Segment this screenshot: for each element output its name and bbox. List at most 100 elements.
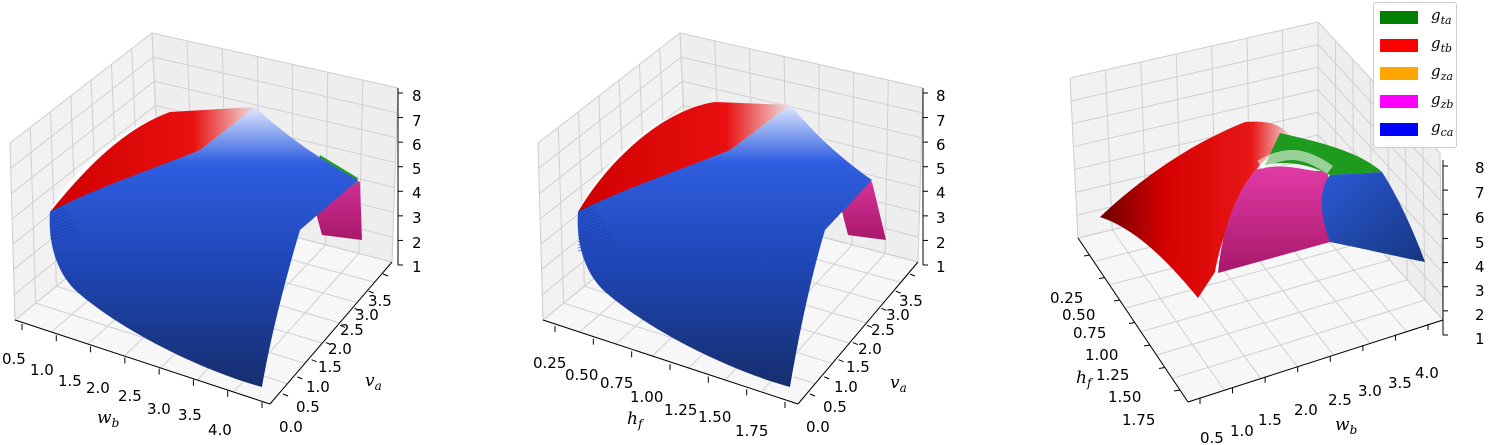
panel2-y-label: va	[890, 373, 907, 395]
panel1-z-tick: 6	[412, 136, 422, 154]
surface-region-ca	[1321, 172, 1425, 262]
panel1-x-tick: 3.0	[147, 400, 171, 418]
panel2-z-tick: 4	[936, 184, 946, 202]
panel1-y-tick: 0.0	[279, 418, 303, 436]
surface-region-tb	[1100, 121, 1290, 298]
panel3-z-tick: 3	[1475, 282, 1485, 300]
tick-mark	[1098, 277, 1106, 279]
panel3-x-label: hf	[1076, 368, 1094, 390]
surface-band	[49, 210, 68, 219]
panel1-x-tick: 1.0	[30, 361, 54, 379]
panel2-z-tick: 8	[936, 87, 946, 105]
surface-band	[577, 206, 596, 216]
panel2-z-tick: 7	[936, 112, 946, 130]
panel3-x-tick: 1.75	[1122, 411, 1155, 429]
surface-band	[577, 203, 595, 213]
tick-mark	[368, 290, 374, 294]
surface-band	[577, 221, 604, 231]
surface-band	[577, 209, 598, 219]
tick-mark	[311, 359, 317, 363]
legend-swatch	[1380, 11, 1418, 24]
legend-item-ta: gta	[1380, 5, 1456, 27]
gridline	[884, 80, 889, 254]
surface-band	[577, 215, 601, 225]
panel2-x-tick: 1.00	[630, 388, 663, 406]
y-axis-line	[1187, 319, 1444, 403]
surface-band	[577, 239, 613, 249]
panel2-x-tick: 0.50	[565, 366, 598, 384]
tick-mark	[838, 359, 844, 363]
tick-mark	[297, 376, 303, 380]
legend-label: gzb	[1431, 90, 1454, 111]
panel2-y-tick: 2.5	[871, 321, 895, 339]
panel2-y-tick: 2.0	[858, 340, 882, 358]
surface-band	[577, 233, 610, 243]
surface-highlight	[1257, 150, 1333, 175]
panel2-z-tick: 5	[936, 160, 946, 178]
surface-band	[49, 204, 65, 213]
panel1-z-tick: 1	[412, 258, 422, 276]
panel1-z-tick: 2	[412, 234, 422, 252]
panel3-y-tick: 0.5	[1200, 429, 1224, 445]
panel3-z-tick: 1	[1475, 330, 1485, 348]
panel3-y-tick: 1.5	[1258, 411, 1282, 429]
x-axis-line	[542, 319, 799, 405]
tick-mark	[1173, 389, 1181, 392]
gridline	[29, 127, 37, 304]
panel3-y-tick: 4.0	[1415, 364, 1439, 382]
panel2-x-tick: 1.25	[664, 401, 697, 419]
panel3-x-tick: 0.25	[1050, 289, 1083, 307]
gridline	[917, 87, 924, 263]
panel2	[537, 32, 928, 408]
panel1-x-tick: 3.5	[178, 406, 202, 424]
surface-band	[49, 222, 74, 231]
gridline	[391, 87, 399, 263]
panel3-x-tick: 0.50	[1062, 306, 1095, 324]
surface-band	[49, 219, 72, 228]
legend-swatch	[1380, 95, 1418, 108]
surface-band	[577, 218, 602, 228]
tick-mark	[1158, 367, 1166, 369]
tick-mark	[382, 273, 389, 277]
panel3-z-tick: 2	[1475, 306, 1485, 324]
surface-band	[577, 242, 614, 252]
gridline	[557, 127, 565, 304]
legend-item-zb: gzb	[1380, 89, 1456, 111]
panel2-ticks: 8 7 6 5 4 3 2 1 0.25 0.50 0.75 1.00 1.25…	[533, 87, 946, 440]
tick-mark	[339, 324, 346, 328]
panel3-x-tick: 1.00	[1085, 346, 1118, 364]
panel1-y-tick: 2.0	[328, 340, 352, 358]
tick-mark	[866, 324, 873, 328]
legend-label: gtb	[1431, 34, 1453, 55]
panel2-y-tick: 3.5	[899, 292, 923, 310]
surface-band	[577, 212, 599, 222]
panel1-x-tick: 2.0	[86, 379, 110, 397]
panel3-y-tick: 3.0	[1358, 382, 1382, 400]
panel2-y-tick: 3.0	[886, 306, 910, 324]
tick-mark	[1128, 322, 1136, 324]
tick-mark	[824, 376, 830, 380]
panel1-x-label: wb	[97, 408, 119, 430]
surface-region-zb	[1218, 166, 1330, 273]
gridline	[1140, 259, 1390, 333]
legend-swatch	[1380, 67, 1418, 80]
surface-region-ta	[1265, 133, 1382, 175]
panel1-y-tick: 1.0	[306, 378, 330, 396]
tick-mark	[1083, 254, 1091, 257]
surface-region-ca	[49, 107, 358, 387]
tick-mark	[809, 393, 816, 397]
gridline	[1111, 229, 1225, 391]
surface-region-tb	[578, 102, 790, 212]
surface-band	[49, 213, 69, 222]
panel2-z-tick: 3	[936, 209, 946, 227]
tick-mark	[895, 290, 901, 294]
panel3-z-tick: 8	[1475, 159, 1485, 177]
gridline	[537, 142, 544, 321]
panel1-z-tick: 3	[412, 209, 422, 227]
legend-swatch	[1380, 123, 1418, 136]
gridline	[9, 142, 16, 321]
gridline	[1422, 134, 1426, 301]
panel1-z-tick: 5	[412, 160, 422, 178]
panel1-ticks: 8 7 6 5 4 3 2 1 0.5 1.0 1.5 2.0 2.5 3.0 …	[2, 87, 422, 439]
panel3-y-tick: 2.5	[1328, 391, 1352, 409]
